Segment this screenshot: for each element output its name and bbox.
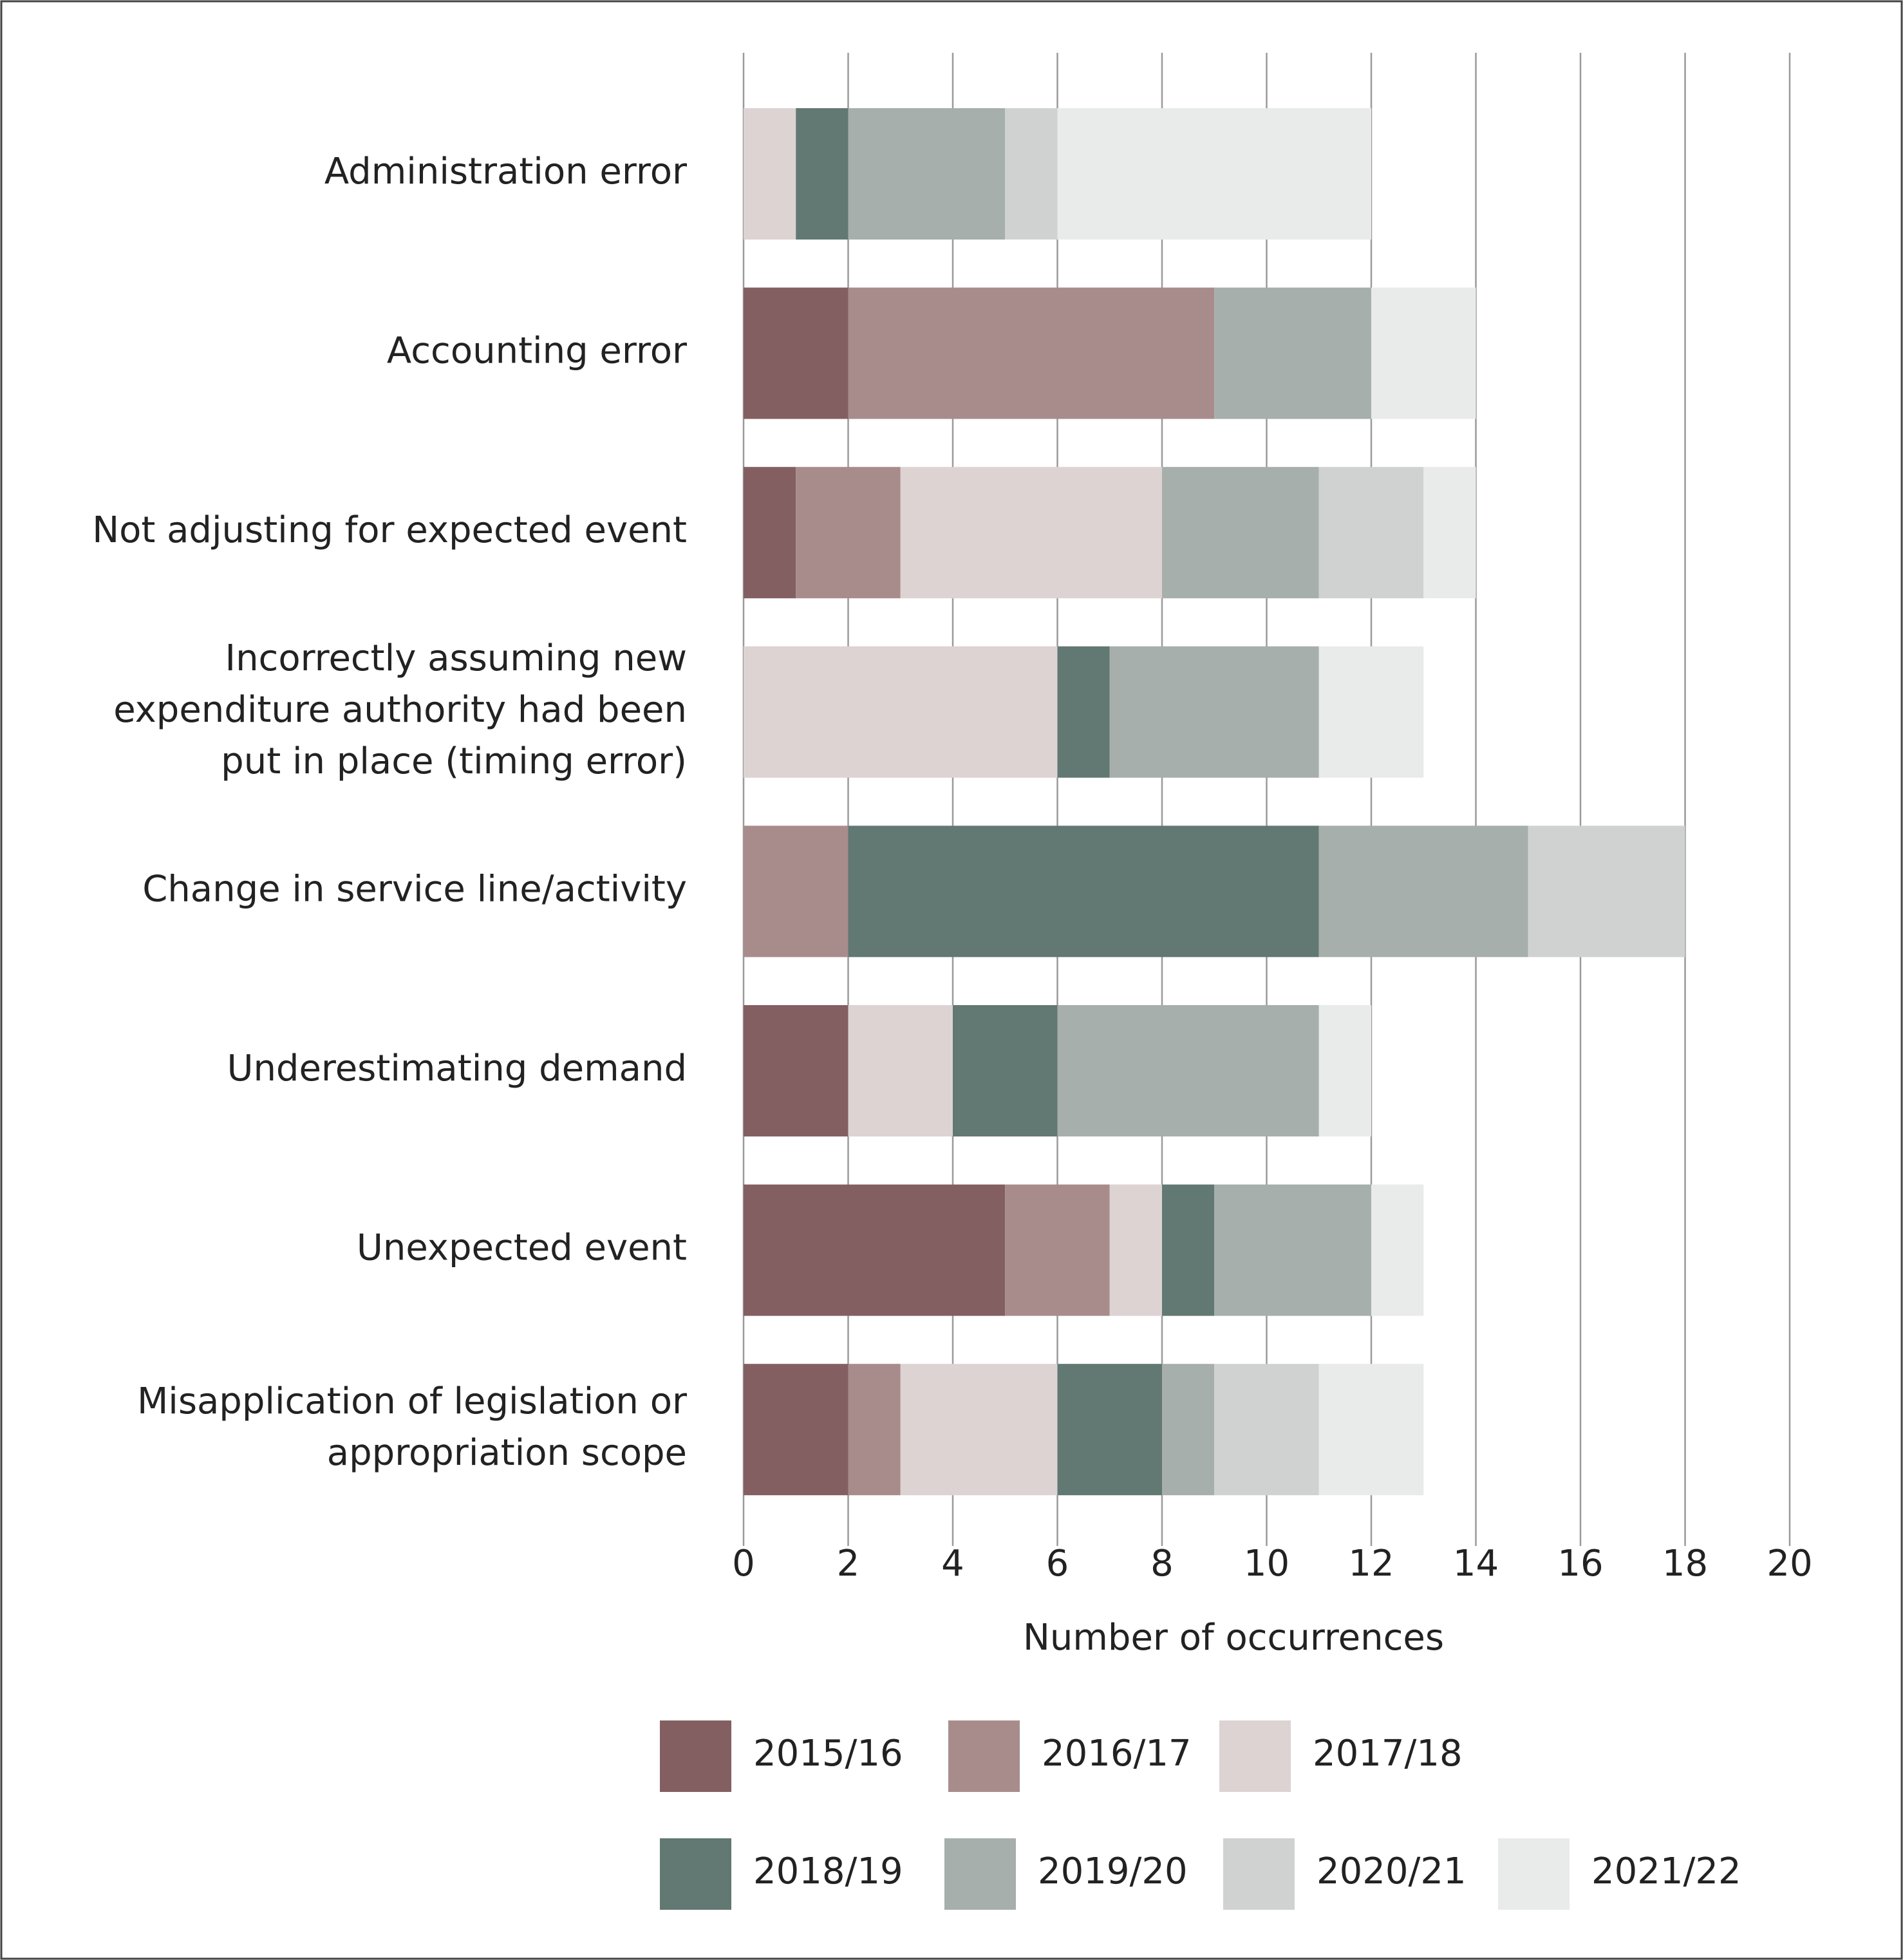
x-tick-label: 20 bbox=[1767, 1543, 1812, 1585]
legend-label: 2021/22 bbox=[1591, 1851, 1741, 1892]
x-tick-label: 0 bbox=[732, 1543, 755, 1585]
legend-label: 2015/16 bbox=[753, 1733, 903, 1775]
legend-swatch bbox=[1223, 1838, 1295, 1910]
x-tick-label: 2 bbox=[837, 1543, 860, 1585]
bar-segment bbox=[1162, 1364, 1215, 1496]
x-tick-label: 4 bbox=[941, 1543, 964, 1585]
bar-segment bbox=[1214, 1184, 1371, 1316]
bar-segment bbox=[796, 108, 848, 240]
bar-segment bbox=[848, 1364, 901, 1496]
bar-segment bbox=[744, 1005, 848, 1136]
bar-segment bbox=[1005, 108, 1058, 240]
legend-swatch bbox=[1219, 1720, 1291, 1792]
x-tick-label: 6 bbox=[1046, 1543, 1069, 1585]
bar-segment bbox=[1423, 467, 1476, 599]
bar-segment bbox=[848, 825, 1319, 957]
bar-segment bbox=[744, 287, 848, 419]
legend-swatch bbox=[660, 1720, 731, 1792]
x-tick-label: 10 bbox=[1244, 1543, 1289, 1585]
category-label: Underestimating demand bbox=[227, 1048, 687, 1089]
legend-swatch bbox=[944, 1838, 1016, 1910]
legend-swatch bbox=[660, 1838, 731, 1910]
bar-segment bbox=[1057, 1005, 1319, 1136]
legend-swatch bbox=[948, 1720, 1020, 1792]
category-label: Not adjusting for expected event bbox=[92, 509, 687, 551]
bar-segment bbox=[848, 1005, 953, 1136]
bar-segment bbox=[1162, 1184, 1215, 1316]
bar-segment bbox=[1214, 1364, 1319, 1496]
bar-segment bbox=[796, 467, 901, 599]
bar-segment bbox=[1057, 108, 1371, 240]
category-label: Unexpected event bbox=[357, 1227, 687, 1269]
x-tick-label: 16 bbox=[1557, 1543, 1603, 1585]
category-label: Change in service line/activity bbox=[142, 869, 687, 910]
bar-segment bbox=[1318, 1005, 1371, 1136]
category-label: Accounting error bbox=[387, 330, 688, 372]
bar-segment bbox=[900, 1364, 1058, 1496]
x-tick-label: 18 bbox=[1662, 1543, 1708, 1585]
bar-segment bbox=[953, 1005, 1058, 1136]
legend-swatch bbox=[1498, 1838, 1570, 1910]
bar-segment bbox=[744, 646, 1058, 778]
bar-segment bbox=[1057, 1364, 1162, 1496]
bar-segment bbox=[1214, 287, 1371, 419]
bar-segment bbox=[1318, 1364, 1424, 1496]
bar-segment bbox=[1109, 646, 1319, 778]
bar-segment bbox=[744, 1184, 1006, 1316]
bar-segment bbox=[1371, 1184, 1424, 1316]
bar-segment bbox=[1318, 467, 1424, 599]
legend-label: 2018/19 bbox=[753, 1851, 903, 1892]
bar-segment bbox=[1371, 287, 1476, 419]
category-label: Incorrectly assuming new expenditure auth… bbox=[113, 637, 687, 782]
category-label: Administration error bbox=[324, 151, 688, 193]
bar-segment bbox=[1109, 1184, 1162, 1316]
legend-label: 2020/21 bbox=[1317, 1851, 1467, 1892]
bar-segment bbox=[1318, 646, 1424, 778]
legend-label: 2017/18 bbox=[1313, 1733, 1463, 1775]
bar-segment bbox=[848, 108, 1006, 240]
bar-segment bbox=[848, 287, 1215, 419]
x-tick-label: 8 bbox=[1150, 1543, 1174, 1585]
bar-segment bbox=[744, 825, 848, 957]
legend-label: 2019/20 bbox=[1038, 1851, 1188, 1892]
bar-segment bbox=[1162, 467, 1319, 599]
bar-segment bbox=[1005, 1184, 1110, 1316]
category-label: Misapplication of legislation or appropri… bbox=[137, 1380, 688, 1474]
bar-segment bbox=[744, 467, 796, 599]
x-axis-title: Number of occurrences bbox=[1023, 1617, 1444, 1659]
bar-segment bbox=[1528, 825, 1685, 957]
bar-segment bbox=[1057, 646, 1110, 778]
bar-segment bbox=[1318, 825, 1528, 957]
bar-segment bbox=[744, 108, 796, 240]
x-tick-label: 12 bbox=[1348, 1543, 1394, 1585]
bar-segment bbox=[744, 1364, 848, 1496]
x-tick-label: 14 bbox=[1453, 1543, 1499, 1585]
legend-label: 2016/17 bbox=[1042, 1733, 1192, 1775]
bar-segment bbox=[900, 467, 1162, 599]
